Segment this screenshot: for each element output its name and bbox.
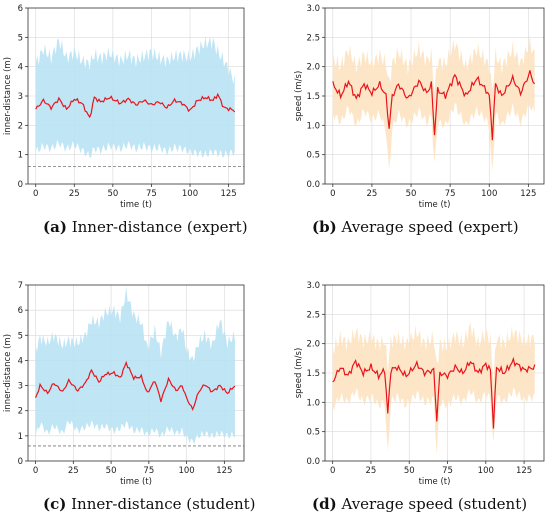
chart-panel-a: 0 25 50 75 100 125 0 1 2 3 4 5 6 time (t) inner-distan… (3, 4, 245, 210)
x-tick-label: 25 (69, 189, 80, 199)
x-tick-label: 0 (33, 189, 38, 199)
y-tick-label: 1.0 (306, 398, 320, 408)
x-tick-label: 75 (445, 189, 456, 199)
x-axis-label: time (t) (419, 477, 451, 487)
y-tick-label: 4 (18, 356, 23, 366)
y-tick-label: 6 (18, 306, 23, 316)
x-tick-label: 0 (330, 466, 335, 476)
y-tick-label: 5 (18, 33, 23, 43)
y-axis-label: speed (m/s) (294, 71, 304, 122)
x-tick-label: 75 (442, 466, 453, 476)
y-tick-label: 6 (18, 4, 23, 14)
y-tick-label: 5 (18, 331, 23, 341)
x-tick-label: 125 (216, 466, 232, 476)
x-tick-label: 100 (481, 189, 497, 199)
y-tick-label: 0.0 (306, 457, 320, 467)
x-tick-label: 50 (107, 189, 118, 199)
x-tick-label: 125 (516, 466, 532, 476)
chart-panel-d: 0 25 50 75 100 125 0.0 0.5 1.0 1.5 2.0 2.5 3.0 time (… (294, 281, 545, 487)
x-tick-label: 50 (106, 466, 117, 476)
x-tick-label: 125 (520, 189, 536, 199)
mean-line (34, 360, 236, 412)
caption-b: (b) Average speed (expert) (312, 218, 519, 236)
y-tick-label: 2.5 (306, 33, 320, 43)
x-tick-label: 25 (367, 189, 378, 199)
y-tick-label: 2 (18, 121, 23, 131)
y-axis-label: inner-distance (m) (3, 57, 13, 135)
chart-panel-c: 0 25 50 75 100 125 0 1 2 3 4 5 6 7 time (t) inner-dista… (3, 281, 245, 487)
mean-line (332, 70, 536, 141)
y-tick-label: 1.0 (306, 121, 320, 131)
y-tick-label: 3.0 (306, 281, 320, 291)
y-tick-label: 3 (18, 382, 23, 392)
y-tick-label: 1 (18, 151, 23, 161)
x-axis-label: time (t) (120, 200, 152, 210)
x-tick-label: 50 (404, 466, 415, 476)
caption-d: (d) Average speed (student) (312, 495, 528, 513)
y-tick-label: 2.5 (306, 310, 320, 320)
confidence-band (35, 286, 235, 445)
caption-c: (c) Inner-distance (student) (43, 495, 256, 513)
x-tick-label: 0 (33, 466, 38, 476)
confidence-band (332, 322, 535, 456)
y-tick-label: 0 (18, 457, 23, 467)
x-tick-label: 125 (220, 189, 236, 199)
y-tick-label: 2.0 (306, 63, 320, 73)
y-axis-label: speed (m/s) (294, 348, 304, 399)
mean-line (35, 92, 236, 119)
y-tick-label: 2.0 (306, 340, 320, 350)
x-tick-label: 25 (366, 466, 377, 476)
y-tick-label: 0.5 (306, 151, 320, 161)
x-tick-label: 100 (178, 466, 194, 476)
y-tick-label: 2 (18, 407, 23, 417)
y-tick-label: 7 (18, 281, 23, 291)
y-tick-label: 1.5 (306, 92, 320, 102)
x-tick-label: 75 (146, 189, 157, 199)
y-tick-label: 0 (18, 180, 23, 190)
x-tick-label: 100 (182, 189, 198, 199)
x-tick-label: 25 (68, 466, 79, 476)
chart-panel-b: 0 25 50 75 100 125 0.0 0.5 1.0 1.5 2.0 2.5 3.0 time (… (294, 4, 545, 210)
x-tick-label: 100 (478, 466, 494, 476)
y-tick-label: 3 (18, 92, 23, 102)
x-axis-label: time (t) (120, 477, 152, 487)
y-tick-label: 0.5 (306, 428, 320, 438)
confidence-band (35, 35, 235, 159)
x-axis-label: time (t) (419, 200, 451, 210)
y-tick-label: 1.5 (306, 369, 320, 379)
y-axis-label: inner-distance (m) (3, 334, 13, 412)
mean-line (332, 356, 536, 429)
y-tick-label: 1 (18, 432, 23, 442)
x-tick-label: 75 (143, 466, 154, 476)
y-tick-label: 4 (18, 63, 23, 73)
y-tick-label: 0.0 (306, 180, 320, 190)
confidence-band (332, 35, 535, 171)
y-tick-label: 3.0 (306, 4, 320, 14)
x-tick-label: 50 (406, 189, 417, 199)
caption-a: (a) Inner-distance (expert) (43, 218, 248, 236)
x-tick-label: 0 (330, 189, 335, 199)
plot-frame (27, 284, 245, 462)
